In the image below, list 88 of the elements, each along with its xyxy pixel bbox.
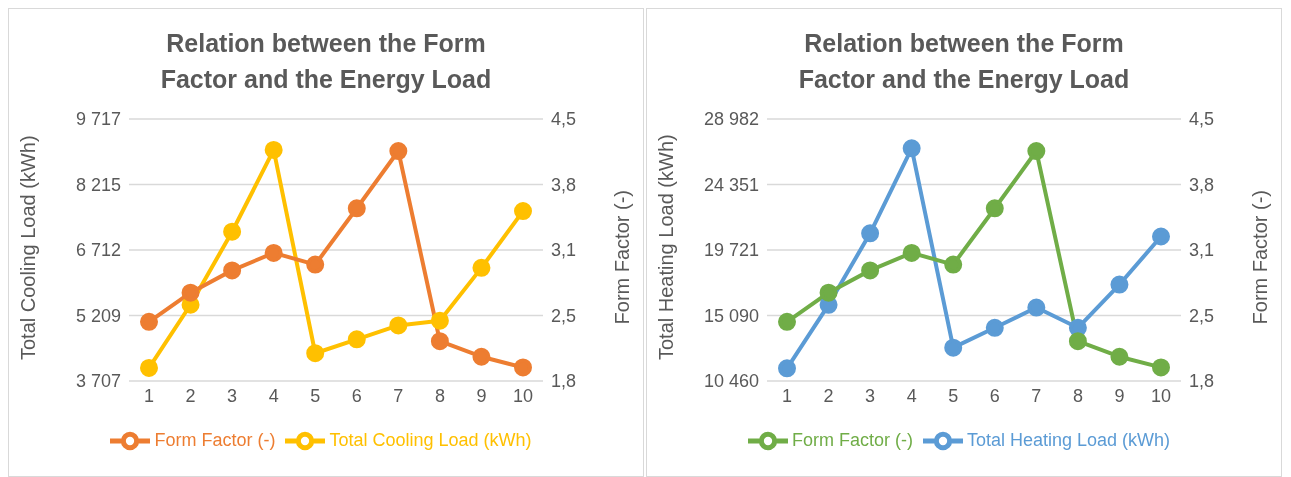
y2-tick-label: 4,5	[1189, 109, 1215, 130]
point	[1068, 332, 1087, 351]
point	[778, 312, 796, 331]
x-tick-label: 6	[989, 385, 1000, 406]
point	[985, 199, 1004, 218]
y-tick-label: 28 982	[703, 109, 759, 130]
y-axis-title: Total Heating Load (kWh)	[655, 134, 678, 360]
point	[347, 199, 366, 218]
y2-tick-label: 3,1	[1189, 240, 1215, 261]
point	[347, 330, 366, 349]
y2-axis-title: Form Factor (-)	[611, 190, 634, 325]
point	[902, 139, 921, 158]
point	[389, 316, 408, 335]
legend-label: Form Factor (-)	[791, 429, 913, 450]
y2-tick-label: 3,8	[551, 174, 577, 195]
point	[1152, 358, 1170, 377]
point	[819, 283, 838, 302]
y2-tick-label: 1,8	[1189, 371, 1215, 392]
x-tick-label: 10	[512, 385, 534, 406]
point	[1152, 227, 1170, 246]
y2-tick-label: 2,5	[1189, 305, 1215, 326]
y-tick-label: 5 209	[75, 305, 121, 326]
y-tick-label: 10 460	[703, 371, 759, 392]
point	[223, 222, 242, 241]
y-tick-label: 3 707	[75, 371, 121, 392]
point	[861, 261, 880, 280]
legend-label: Form Factor (-)	[154, 429, 276, 450]
y-tick-label: 24 351	[703, 174, 759, 195]
point	[861, 224, 880, 243]
y2-tick-label: 3,1	[551, 240, 577, 261]
point	[514, 202, 532, 221]
x-tick-label: 5	[948, 385, 959, 406]
point	[430, 332, 449, 351]
point	[1027, 142, 1046, 161]
y-tick-label: 6 712	[75, 240, 121, 261]
x-tick-label: 1	[143, 385, 155, 406]
point	[264, 140, 283, 159]
x-tick-label: 8	[1072, 385, 1083, 406]
point	[306, 255, 325, 274]
y-tick-label: 19 721	[703, 240, 759, 261]
point	[140, 358, 158, 377]
x-tick-label: 3	[865, 385, 876, 406]
chart-title: Relation between the Form Factor and the Energy Load	[797, 28, 1131, 95]
point	[1110, 347, 1129, 366]
point	[223, 261, 242, 280]
x-tick-label: 9	[1114, 385, 1125, 406]
chart-title: Relation between the Form Factor and the Energy Load	[159, 28, 493, 95]
point	[472, 258, 491, 277]
point	[389, 142, 408, 161]
x-tick-label: 8	[434, 385, 445, 406]
x-tick-label: 7	[1031, 385, 1042, 406]
legend-label: Total Heating Load (kWh)	[966, 429, 1171, 450]
y2-tick-label: 3,8	[1189, 174, 1215, 195]
x-tick-label: 2	[823, 385, 834, 406]
x-tick-label: 7	[393, 385, 404, 406]
legend-label: Total Cooling Load (kWh)	[329, 429, 532, 450]
y-tick-label: 8 215	[75, 174, 121, 195]
point	[514, 358, 532, 377]
x-tick-label: 4	[906, 385, 917, 406]
y2-axis-title: Form Factor (-)	[1249, 190, 1272, 325]
point	[1027, 298, 1046, 317]
y2-tick-label: 1,8	[551, 371, 577, 392]
y2-tick-label: 2,5	[551, 305, 577, 326]
point	[944, 255, 963, 274]
y2-tick-label: 4,5	[551, 109, 577, 130]
x-tick-label: 4	[268, 385, 279, 406]
point	[181, 283, 200, 302]
point	[985, 318, 1004, 337]
y-tick-label: 9 717	[75, 109, 121, 130]
point	[306, 344, 325, 363]
point	[1110, 275, 1129, 294]
point	[430, 311, 449, 330]
x-tick-label: 1	[781, 385, 793, 406]
x-tick-label: 9	[476, 385, 487, 406]
point	[140, 312, 158, 331]
x-tick-label: 5	[310, 385, 321, 406]
point	[778, 359, 796, 378]
x-tick-label: 3	[227, 385, 238, 406]
x-tick-label: 10	[1150, 385, 1172, 406]
x-tick-label: 6	[351, 385, 362, 406]
x-tick-label: 2	[185, 385, 196, 406]
point	[944, 338, 963, 357]
point	[472, 347, 491, 366]
y-tick-label: 15 090	[703, 305, 759, 326]
point	[902, 243, 921, 262]
point	[1068, 318, 1087, 337]
point	[264, 243, 283, 262]
y-axis-title: Total Cooling Load (kWh)	[17, 135, 40, 360]
